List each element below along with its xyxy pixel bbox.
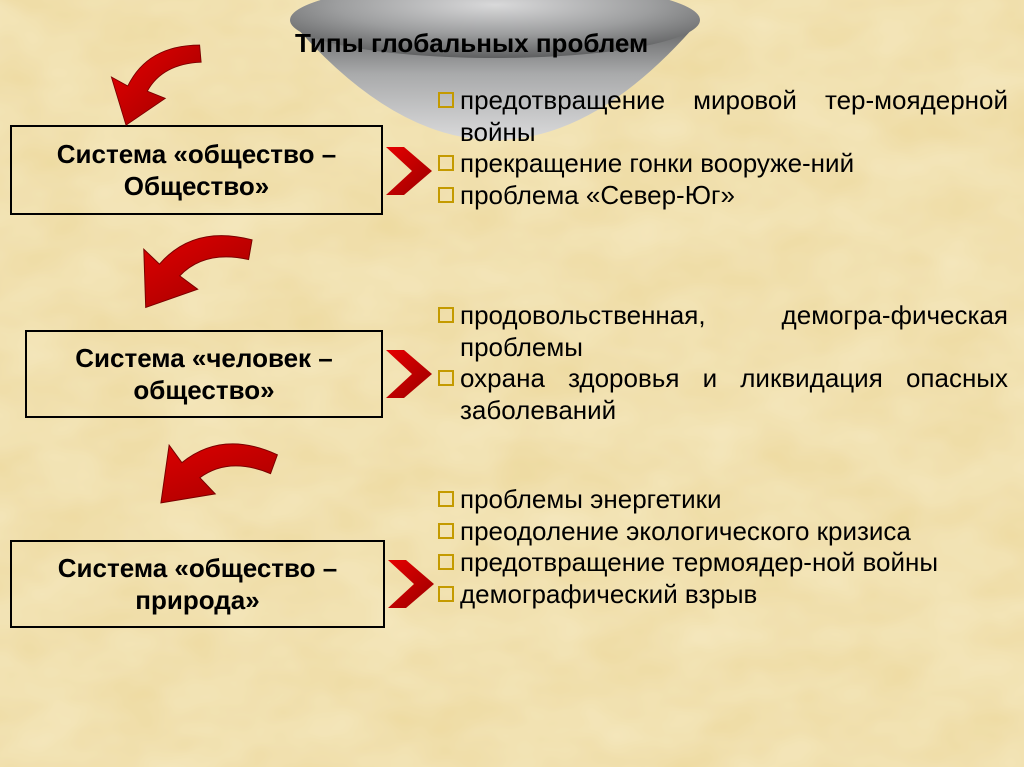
bullet-icon	[438, 554, 454, 570]
bullet-text: проблема «Север-Юг»	[460, 180, 1008, 212]
curved-arrow-icon	[133, 401, 296, 558]
box-line: Система «общество –	[57, 139, 337, 169]
bullet-icon	[438, 523, 454, 539]
box-society-society: Система «общество – Общество»	[10, 125, 383, 215]
bullet-icon	[438, 92, 454, 108]
bullet-text: предотвращение мировой тер-моядерной вой…	[460, 85, 1008, 148]
bullet-text: предотвращение термоядер-ной войны	[460, 547, 1008, 579]
page-title: Типы глобальных проблем	[295, 28, 648, 59]
bullet-text: демографический взрыв	[460, 579, 1008, 611]
chevron-right-icon	[386, 558, 438, 610]
box-line: Система «общество –	[58, 553, 338, 583]
bullet-text: преодоление экологического кризиса	[460, 516, 1008, 548]
text-block-3: проблемы энергетики преодоление экологич…	[438, 484, 1008, 611]
bullet-text: проблемы энергетики	[460, 484, 1008, 516]
box-line: природа»	[135, 585, 259, 615]
bullet-text: прекращение гонки вооруже-ний	[460, 148, 1008, 180]
bullet-icon	[438, 155, 454, 171]
bullet-icon	[438, 586, 454, 602]
bullet-text: продовольственная, демогра-фическая проб…	[460, 300, 1008, 363]
bullet-icon	[438, 491, 454, 507]
bullet-icon	[438, 370, 454, 386]
box-society-nature: Система «общество – природа»	[10, 540, 385, 628]
box-person-society: Система «человек – общество»	[25, 330, 383, 418]
box-line: Общество»	[124, 171, 270, 201]
box-line: общество»	[133, 375, 274, 405]
curved-arrow-icon	[121, 208, 269, 344]
bullet-icon	[438, 307, 454, 323]
bullet-text: охрана здоровья и ликвидация опасных заб…	[460, 363, 1008, 426]
chevron-right-icon	[384, 348, 436, 400]
box-line: Система «человек –	[75, 343, 333, 373]
bullet-icon	[438, 187, 454, 203]
text-block-1: предотвращение мировой тер-моядерной вой…	[438, 85, 1008, 212]
chevron-right-icon	[384, 145, 436, 197]
curved-arrow-icon	[91, 35, 229, 141]
text-block-2: продовольственная, демогра-фическая проб…	[438, 300, 1008, 427]
